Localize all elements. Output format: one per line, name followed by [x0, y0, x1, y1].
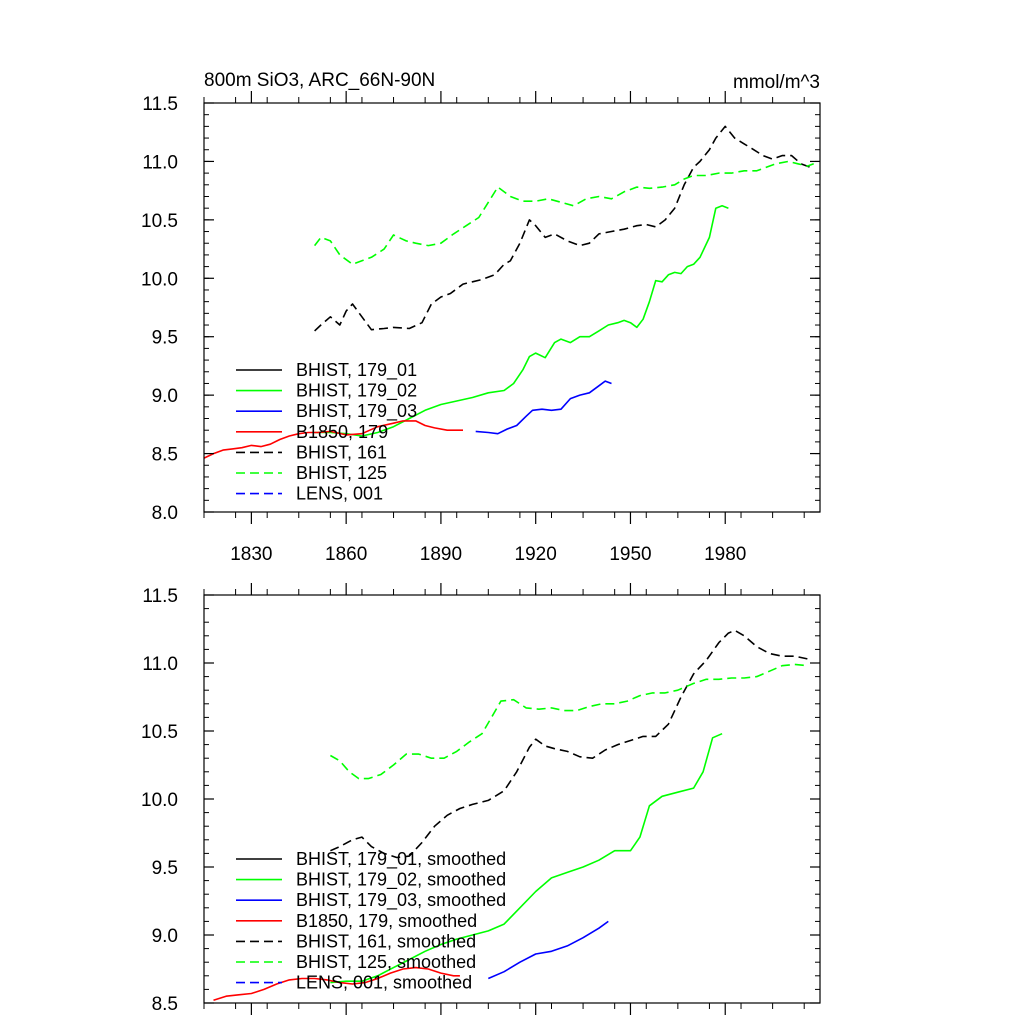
series-line-3: [204, 420, 463, 459]
series-line-1: [314, 205, 729, 437]
y-tick-label: 11.5: [142, 586, 178, 607]
plot-frame: [203, 102, 821, 513]
x-tick-label: 1830: [230, 544, 272, 565]
series-line-5: [313, 160, 814, 266]
y-tick-label: 11.0: [142, 152, 178, 173]
legend-label: BHIST, 179_02: [296, 381, 417, 402]
y-tick-label: 8.5: [152, 445, 178, 466]
x-tick-label: 1980: [704, 544, 746, 565]
chart-panel-bottom: 8.5 9.0 9.5 10.0 10.5 11.0 11.5 BHIST, 179_01, …: [141, 583, 821, 1015]
chart-title: 800m SiO3, ARC_66N-90N: [204, 70, 435, 91]
legend-label: B1850, 179, smoothed: [296, 911, 477, 931]
series-line-1: [330, 732, 723, 984]
y-tick-label: 9.0: [152, 926, 178, 947]
legend-label: LENS, 001: [296, 484, 383, 504]
y-tick-label: 10.5: [141, 211, 178, 232]
legend-label: BHIST, 161, smoothed: [296, 931, 476, 951]
series-lines: [204, 125, 814, 459]
y-tick-label: 9.5: [152, 858, 178, 879]
y-tick-label: 10.5: [141, 722, 178, 743]
y-tick-label: 8.0: [152, 503, 178, 524]
legend-label: BHIST, 179_02, smoothed: [296, 870, 506, 891]
series-line-2: [475, 380, 612, 435]
series-line-2: [487, 920, 609, 980]
legend-label: B1850, 179: [296, 422, 388, 442]
chart-units: mmol/m^3: [733, 72, 820, 93]
y-tick-label: 10.0: [141, 269, 178, 290]
legend-label: LENS, 001, smoothed: [296, 973, 472, 993]
y-tick-label: 11.5: [142, 94, 178, 115]
series-lines: [213, 629, 808, 1002]
y-tick-label: 11.0: [142, 654, 178, 675]
x-tick-label: 1950: [609, 544, 651, 565]
legend-label: BHIST, 179_03, smoothed: [296, 890, 506, 911]
y-tick-label: 9.0: [152, 386, 178, 407]
y-tick-label: 8.5: [152, 994, 178, 1015]
x-tick-label: 1890: [420, 544, 462, 565]
y-tick-label: 9.5: [152, 328, 178, 349]
x-tick-label: 1920: [515, 544, 557, 565]
legend-label: BHIST, 179_01: [296, 360, 417, 381]
legend-label: BHIST, 179_01, smoothed: [296, 849, 506, 870]
legend-label: BHIST, 179_03: [296, 401, 417, 422]
legend-label: BHIST, 161: [296, 442, 387, 462]
legend-label: BHIST, 125: [296, 463, 387, 483]
legend-label: BHIST, 125, smoothed: [296, 952, 476, 972]
series-line-4: [330, 629, 808, 859]
series-line-3: [213, 966, 460, 1002]
series-line-5: [330, 663, 808, 780]
y-tick-label: 10.0: [141, 790, 178, 811]
x-tick-label: 1860: [325, 544, 367, 565]
series-line-4: [314, 125, 811, 332]
chart-panel-top: 8.0 8.5 9.0 9.5 10.0 10.5 11.0 11.5 1830 1860 1890…: [141, 91, 821, 565]
